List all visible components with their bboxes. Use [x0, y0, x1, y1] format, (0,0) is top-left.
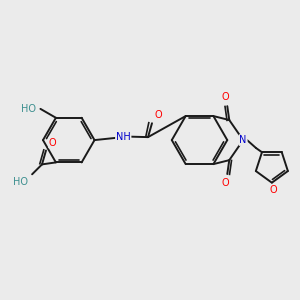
- Text: O: O: [49, 137, 57, 148]
- Text: HO: HO: [13, 177, 28, 187]
- Text: HO: HO: [22, 104, 37, 114]
- Text: O: O: [221, 92, 229, 102]
- Text: O: O: [269, 185, 277, 195]
- Text: NH: NH: [116, 132, 130, 142]
- Text: O: O: [221, 178, 229, 188]
- Text: O: O: [155, 110, 163, 120]
- Text: N: N: [239, 135, 247, 145]
